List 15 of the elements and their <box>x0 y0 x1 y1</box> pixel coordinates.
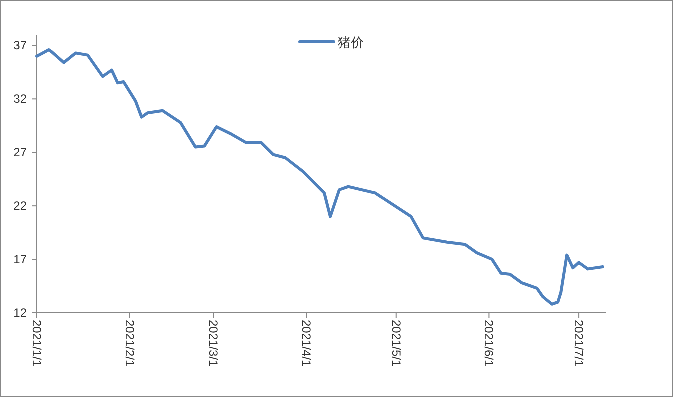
x-tick-label: 2021/3/1 <box>206 320 221 368</box>
y-tick-label: 17 <box>14 252 28 267</box>
x-tick-label: 2021/6/1 <box>482 320 496 368</box>
y-tick-label: 12 <box>14 306 28 320</box>
x-tick-label: 2021/5/1 <box>389 320 404 368</box>
legend-label: 猪价 <box>338 35 364 50</box>
y-tick-label: 37 <box>14 38 28 53</box>
x-tick-label: 2021/4/1 <box>300 320 314 368</box>
x-tick-label: 2021/7/1 <box>572 320 586 368</box>
x-tick-label: 2021/1/1 <box>30 320 44 368</box>
y-tick-label: 27 <box>14 146 28 160</box>
y-tick-label: 22 <box>14 199 28 214</box>
line-series <box>36 48 604 306</box>
x-tick-label: 2021/2/1 <box>122 320 137 368</box>
y-tick-label: 32 <box>14 92 28 106</box>
